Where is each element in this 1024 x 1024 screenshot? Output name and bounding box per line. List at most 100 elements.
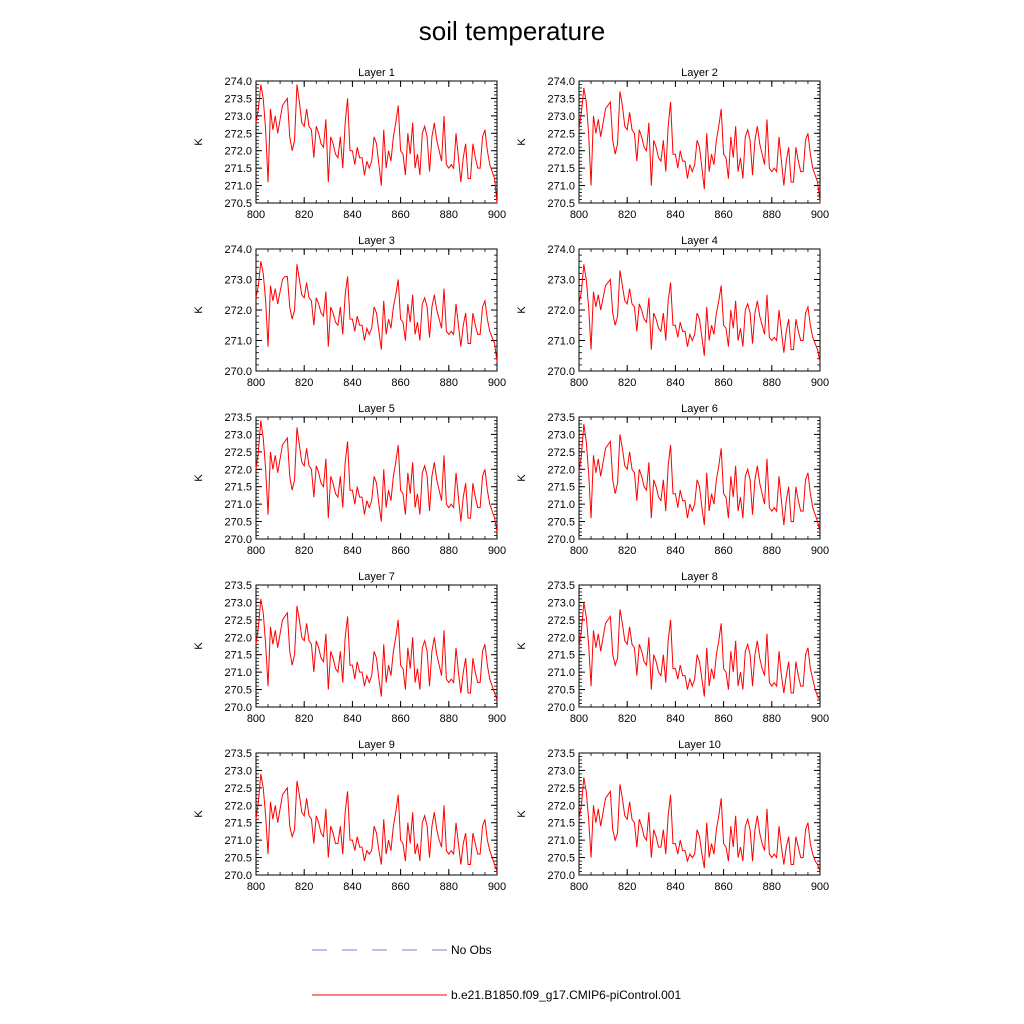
y-tick-label: 273.5 bbox=[547, 412, 575, 424]
y-tick-label: 271.5 bbox=[547, 482, 575, 494]
x-tick-label: 840 bbox=[343, 377, 361, 389]
x-tick-label: 900 bbox=[811, 713, 829, 725]
x-tick-label: 900 bbox=[811, 881, 829, 893]
panel-title: Layer 6 bbox=[681, 403, 718, 415]
y-tick-label: 270.5 bbox=[224, 517, 252, 529]
x-tick-label: 800 bbox=[247, 713, 265, 725]
y-tick-label: 274.0 bbox=[547, 244, 575, 256]
y-tick-label: 273.0 bbox=[224, 111, 252, 123]
x-tick-label: 860 bbox=[391, 545, 409, 557]
x-tick-label: 820 bbox=[295, 881, 313, 893]
x-tick-label: 860 bbox=[714, 209, 732, 221]
y-axis-label: K bbox=[193, 474, 205, 482]
x-tick-label: 820 bbox=[295, 713, 313, 725]
y-tick-label: 271.0 bbox=[547, 667, 575, 679]
y-tick-label: 270.5 bbox=[547, 517, 575, 529]
y-tick-label: 270.5 bbox=[224, 685, 252, 697]
y-tick-label: 272.5 bbox=[547, 128, 575, 140]
y-tick-label: 272.0 bbox=[224, 464, 252, 476]
plot-frame bbox=[255, 80, 498, 204]
series-line-model-run bbox=[255, 773, 498, 872]
y-tick-label: 274.0 bbox=[224, 244, 252, 256]
series-line-model-run bbox=[578, 264, 821, 362]
y-axis-label: K bbox=[516, 306, 528, 314]
x-tick-label: 900 bbox=[811, 209, 829, 221]
x-tick-label: 820 bbox=[618, 545, 636, 557]
x-tick-label: 900 bbox=[488, 545, 506, 557]
x-tick-label: 860 bbox=[391, 881, 409, 893]
x-tick-label: 880 bbox=[440, 377, 458, 389]
x-tick-label: 840 bbox=[343, 209, 361, 221]
y-tick-label: 272.5 bbox=[224, 128, 252, 140]
y-axis-label: K bbox=[193, 810, 205, 818]
x-tick-label: 840 bbox=[666, 209, 684, 221]
panel-title: Layer 8 bbox=[681, 571, 718, 583]
panel-title: Layer 10 bbox=[678, 739, 721, 751]
x-tick-label: 800 bbox=[570, 545, 588, 557]
figure-title: soil temperature bbox=[419, 16, 605, 46]
x-tick-label: 900 bbox=[488, 209, 506, 221]
layer-panel-9: Layer 9 K 800 820 840 860 880 900 270.0 270.5 271.… bbox=[193, 739, 506, 893]
y-tick-label: 273.0 bbox=[547, 275, 575, 287]
y-tick-label: 273.0 bbox=[547, 765, 575, 777]
y-tick-label: 270.0 bbox=[224, 870, 252, 882]
y-tick-label: 271.5 bbox=[224, 482, 252, 494]
y-tick-label: 271.5 bbox=[547, 650, 575, 662]
x-tick-label: 840 bbox=[343, 881, 361, 893]
y-tick-label: 271.0 bbox=[547, 835, 575, 847]
series-line-model-run bbox=[578, 777, 821, 872]
y-tick-label: 274.0 bbox=[224, 76, 252, 88]
y-tick-label: 272.0 bbox=[224, 800, 252, 812]
series-line-model-run bbox=[578, 423, 821, 533]
y-tick-label: 270.5 bbox=[547, 198, 575, 210]
x-tick-label: 820 bbox=[295, 209, 313, 221]
y-tick-label: 270.5 bbox=[224, 198, 252, 210]
y-tick-label: 272.0 bbox=[547, 800, 575, 812]
series-line-model-run bbox=[255, 598, 498, 701]
y-tick-label: 272.0 bbox=[547, 146, 575, 158]
y-tick-label: 271.5 bbox=[224, 650, 252, 662]
y-axis-label: K bbox=[193, 138, 205, 146]
y-tick-label: 271.0 bbox=[224, 499, 252, 511]
layer-panel-8: Layer 8 K 800 820 840 860 880 900 270.0 270.5 271.… bbox=[516, 571, 829, 725]
panel-title: Layer 2 bbox=[681, 67, 718, 79]
panel-title: Layer 4 bbox=[681, 235, 718, 247]
y-tick-label: 272.0 bbox=[224, 632, 252, 644]
panel-title: Layer 9 bbox=[358, 739, 395, 751]
y-axis-label: K bbox=[516, 810, 528, 818]
x-tick-label: 880 bbox=[763, 713, 781, 725]
y-tick-label: 272.5 bbox=[547, 447, 575, 459]
plot-frame bbox=[578, 584, 821, 708]
x-tick-label: 900 bbox=[488, 377, 506, 389]
x-tick-label: 800 bbox=[570, 377, 588, 389]
x-tick-label: 880 bbox=[440, 881, 458, 893]
y-tick-label: 273.5 bbox=[224, 412, 252, 424]
series-line-model-run bbox=[578, 87, 821, 204]
x-tick-label: 800 bbox=[570, 713, 588, 725]
x-tick-label: 840 bbox=[343, 545, 361, 557]
y-tick-label: 272.0 bbox=[547, 632, 575, 644]
x-tick-label: 840 bbox=[666, 545, 684, 557]
plot-frame bbox=[578, 752, 821, 876]
x-tick-label: 860 bbox=[391, 713, 409, 725]
x-tick-label: 900 bbox=[811, 377, 829, 389]
x-tick-label: 880 bbox=[440, 545, 458, 557]
y-tick-label: 273.0 bbox=[547, 429, 575, 441]
x-tick-label: 860 bbox=[714, 545, 732, 557]
plot-frame bbox=[255, 752, 498, 876]
y-tick-label: 271.5 bbox=[224, 163, 252, 175]
x-tick-label: 800 bbox=[570, 209, 588, 221]
x-tick-label: 820 bbox=[618, 209, 636, 221]
y-tick-label: 273.5 bbox=[224, 580, 252, 592]
legend-label-model-run: b.e21.B1850.f09_g17.CMIP6-piControl.001 bbox=[451, 988, 681, 1002]
x-tick-label: 820 bbox=[295, 545, 313, 557]
legend-label-no-obs: No Obs bbox=[451, 943, 492, 957]
x-tick-label: 860 bbox=[714, 881, 732, 893]
x-tick-label: 880 bbox=[763, 545, 781, 557]
x-tick-label: 880 bbox=[763, 377, 781, 389]
y-tick-label: 272.0 bbox=[547, 305, 575, 317]
panel-title: Layer 5 bbox=[358, 403, 395, 415]
layer-panel-5: Layer 5 K 800 820 840 860 880 900 270.0 270.5 271.… bbox=[193, 403, 506, 557]
y-tick-label: 270.0 bbox=[547, 534, 575, 546]
